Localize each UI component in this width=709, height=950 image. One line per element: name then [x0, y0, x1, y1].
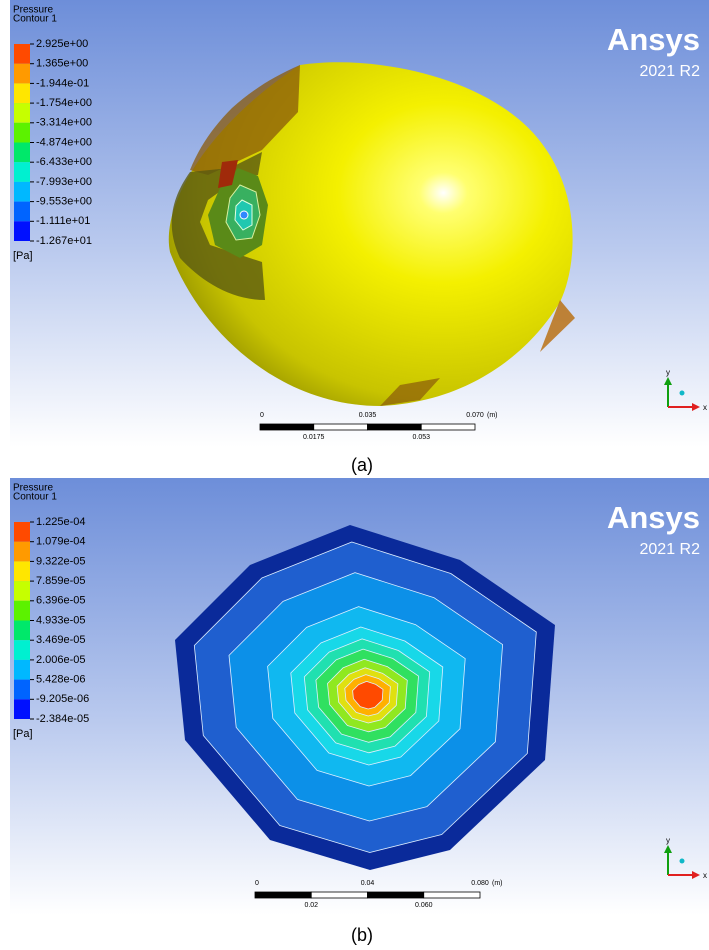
legend-label: -1.944e-01	[36, 77, 89, 89]
colorbar-band	[14, 103, 30, 123]
legend-label: 6.396e-05	[36, 595, 86, 607]
legend-label: 1.079e-04	[36, 536, 86, 548]
legend-label: -1.267e+01	[36, 235, 92, 247]
scale-unit: (m)	[487, 412, 498, 419]
axis-z-dot	[680, 859, 685, 864]
scale-label: 0.0175	[303, 434, 325, 441]
scale-bar-segment	[255, 892, 311, 898]
legend-subtitle: Contour 1	[13, 14, 57, 25]
colorbar-band	[14, 621, 30, 641]
colorbar-band	[14, 162, 30, 182]
scale-unit: (m)	[492, 880, 503, 887]
legend-label: -2.384e-05	[36, 713, 89, 725]
colorbar-band	[14, 221, 30, 241]
legend-label: -4.874e+00	[36, 136, 92, 148]
legend-subtitle: Contour 1	[13, 492, 57, 503]
legend-label: 1.365e+00	[36, 58, 88, 70]
caption: (a)	[351, 455, 373, 475]
colorbar-band	[14, 143, 30, 163]
legend-label: -1.111e+01	[36, 215, 90, 227]
page: PressureContour 12.925e+001.365e+00-1.94…	[0, 0, 709, 950]
colorbar-band	[14, 680, 30, 700]
scale-label: 0.04	[361, 880, 375, 887]
caption: (b)	[351, 925, 373, 945]
colorbar-band	[14, 542, 30, 562]
legend-label: -6.433e+00	[36, 156, 92, 168]
scale-bar-segment	[368, 892, 424, 898]
scale-label: 0.053	[412, 434, 430, 441]
colorbar-band	[14, 660, 30, 680]
contour-core	[240, 211, 248, 219]
colorbar-band	[14, 581, 30, 601]
brand-version: 2021 R2	[640, 541, 701, 558]
axis-x-label: x	[703, 871, 707, 880]
legend-label: 5.428e-06	[36, 674, 86, 686]
legend-label: 7.859e-05	[36, 575, 86, 587]
colorbar-band	[14, 123, 30, 143]
colorbar-band	[14, 640, 30, 660]
legend-unit: [Pa]	[13, 250, 33, 262]
legend-label: 3.469e-05	[36, 634, 86, 646]
colorbar-band	[14, 44, 30, 64]
legend-label: 2.006e-05	[36, 654, 86, 666]
legend-label: -3.314e+00	[36, 117, 92, 129]
colorbar-band	[14, 601, 30, 621]
colorbar-band	[14, 699, 30, 719]
legend-label: -1.754e+00	[36, 97, 92, 109]
axis-x-label: x	[703, 403, 707, 412]
scale-bar-segment	[311, 892, 367, 898]
figure: PressureContour 12.925e+001.365e+00-1.94…	[0, 0, 709, 950]
scale-label: 0	[255, 880, 259, 887]
legend-label: -9.553e+00	[36, 196, 92, 208]
axis-y-label: y	[666, 836, 670, 845]
legend-label: -7.993e+00	[36, 176, 92, 188]
brand-version: 2021 R2	[640, 63, 701, 80]
scale-bar-segment	[421, 424, 475, 430]
colorbar-band	[14, 202, 30, 222]
colorbar-band	[14, 561, 30, 581]
brand-name: Ansys	[607, 22, 700, 57]
legend-label: 2.925e+00	[36, 38, 88, 50]
scale-bar-segment	[424, 892, 480, 898]
colorbar-band	[14, 83, 30, 103]
scale-label: 0.080	[471, 880, 489, 887]
scale-bar-segment	[368, 424, 422, 430]
legend-label: -9.205e-06	[36, 693, 89, 705]
scale-label: 0.035	[359, 412, 377, 419]
legend-unit: [Pa]	[13, 728, 33, 740]
legend-label: 1.225e-04	[36, 516, 86, 528]
scale-label: 0.070	[466, 412, 484, 419]
legend-label: 9.322e-05	[36, 555, 86, 567]
axis-z-dot	[680, 391, 685, 396]
scale-label: 0.060	[415, 902, 433, 909]
axis-y-label: y	[666, 368, 670, 377]
scale-bar-segment	[314, 424, 368, 430]
colorbar-band	[14, 522, 30, 542]
scale-label: 0.02	[304, 902, 318, 909]
colorbar-band	[14, 64, 30, 84]
brand-name: Ansys	[607, 500, 700, 535]
colorbar-band	[14, 182, 30, 202]
scale-label: 0	[260, 412, 264, 419]
legend-label: 4.933e-05	[36, 614, 86, 626]
scale-bar-segment	[260, 424, 314, 430]
